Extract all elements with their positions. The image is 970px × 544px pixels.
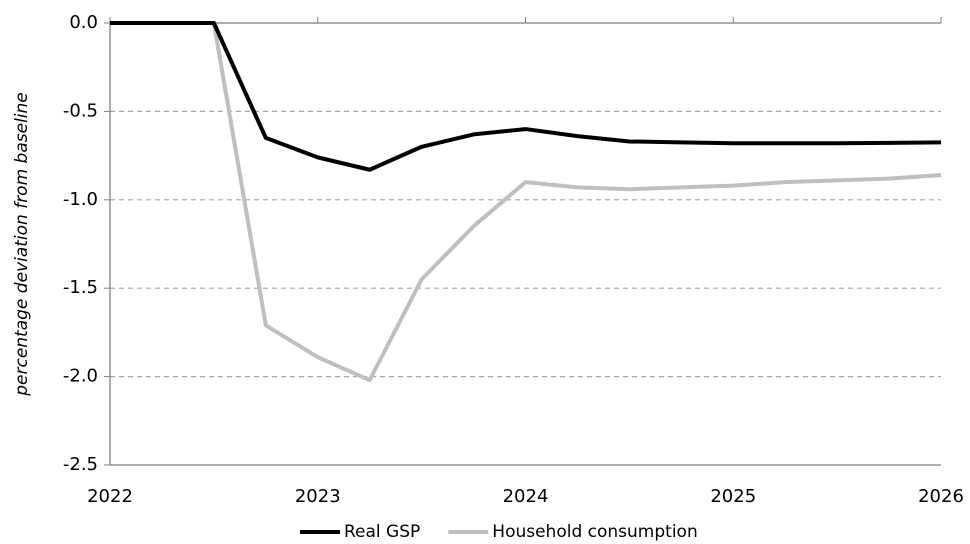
y-tick-label: -0.5 [63,100,98,121]
y-tick-label: -2.5 [63,454,98,475]
y-tick-label: -1.5 [63,277,98,298]
y-tick-label: -2.0 [63,366,98,387]
series-line [110,21,942,172]
series-line [110,21,942,383]
y-axis-label: percentage deviation from baseline [12,92,32,397]
legend-label: Household consumption [492,522,697,542]
x-tick-label: 2022 [87,486,133,507]
y-tick-label: -1.0 [63,189,98,210]
y-tick-label: 0.0 [69,12,98,33]
x-tick-label: 2026 [918,486,964,507]
legend-label: Real GSP [344,522,420,542]
x-tick-label: 2024 [503,486,549,507]
x-tick-label: 2025 [710,486,756,507]
x-tick-label: 2023 [295,486,341,507]
